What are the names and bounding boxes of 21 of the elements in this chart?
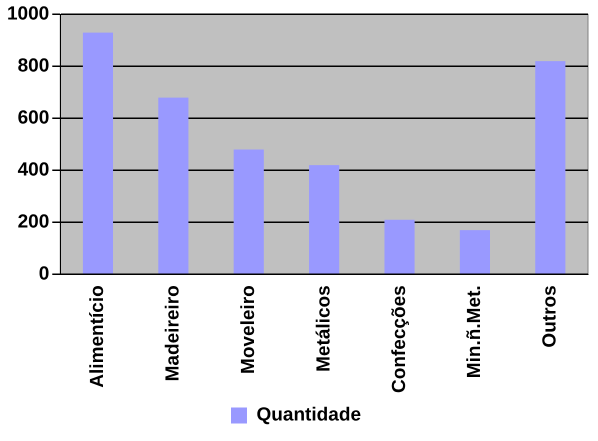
- y-tick-label: 0: [38, 264, 50, 285]
- bar: [460, 230, 490, 274]
- y-tick-label: 400: [18, 160, 50, 181]
- bar: [384, 220, 415, 274]
- x-tick-label: Outros: [540, 285, 561, 348]
- bar: [234, 150, 264, 274]
- y-tick-label: 1000: [6, 4, 50, 25]
- y-tick-label: 200: [18, 212, 50, 233]
- bar: [309, 165, 340, 274]
- x-tick-label: Madeireiro: [162, 285, 184, 382]
- bar: [158, 98, 188, 274]
- x-tick-label: Min.ñ.Met.: [464, 285, 486, 378]
- x-tick-label: Confecções: [388, 285, 410, 393]
- y-tick-label: 600: [18, 108, 50, 129]
- bar: [535, 61, 566, 274]
- x-tick-label: Moveleiro: [238, 285, 259, 374]
- x-tick-label: Metálicos: [313, 285, 334, 372]
- y-tick-label: 800: [18, 56, 50, 77]
- legend-label: Quantidade: [256, 404, 362, 426]
- x-tick-label: Alimentício: [87, 285, 108, 388]
- bar: [82, 32, 114, 274]
